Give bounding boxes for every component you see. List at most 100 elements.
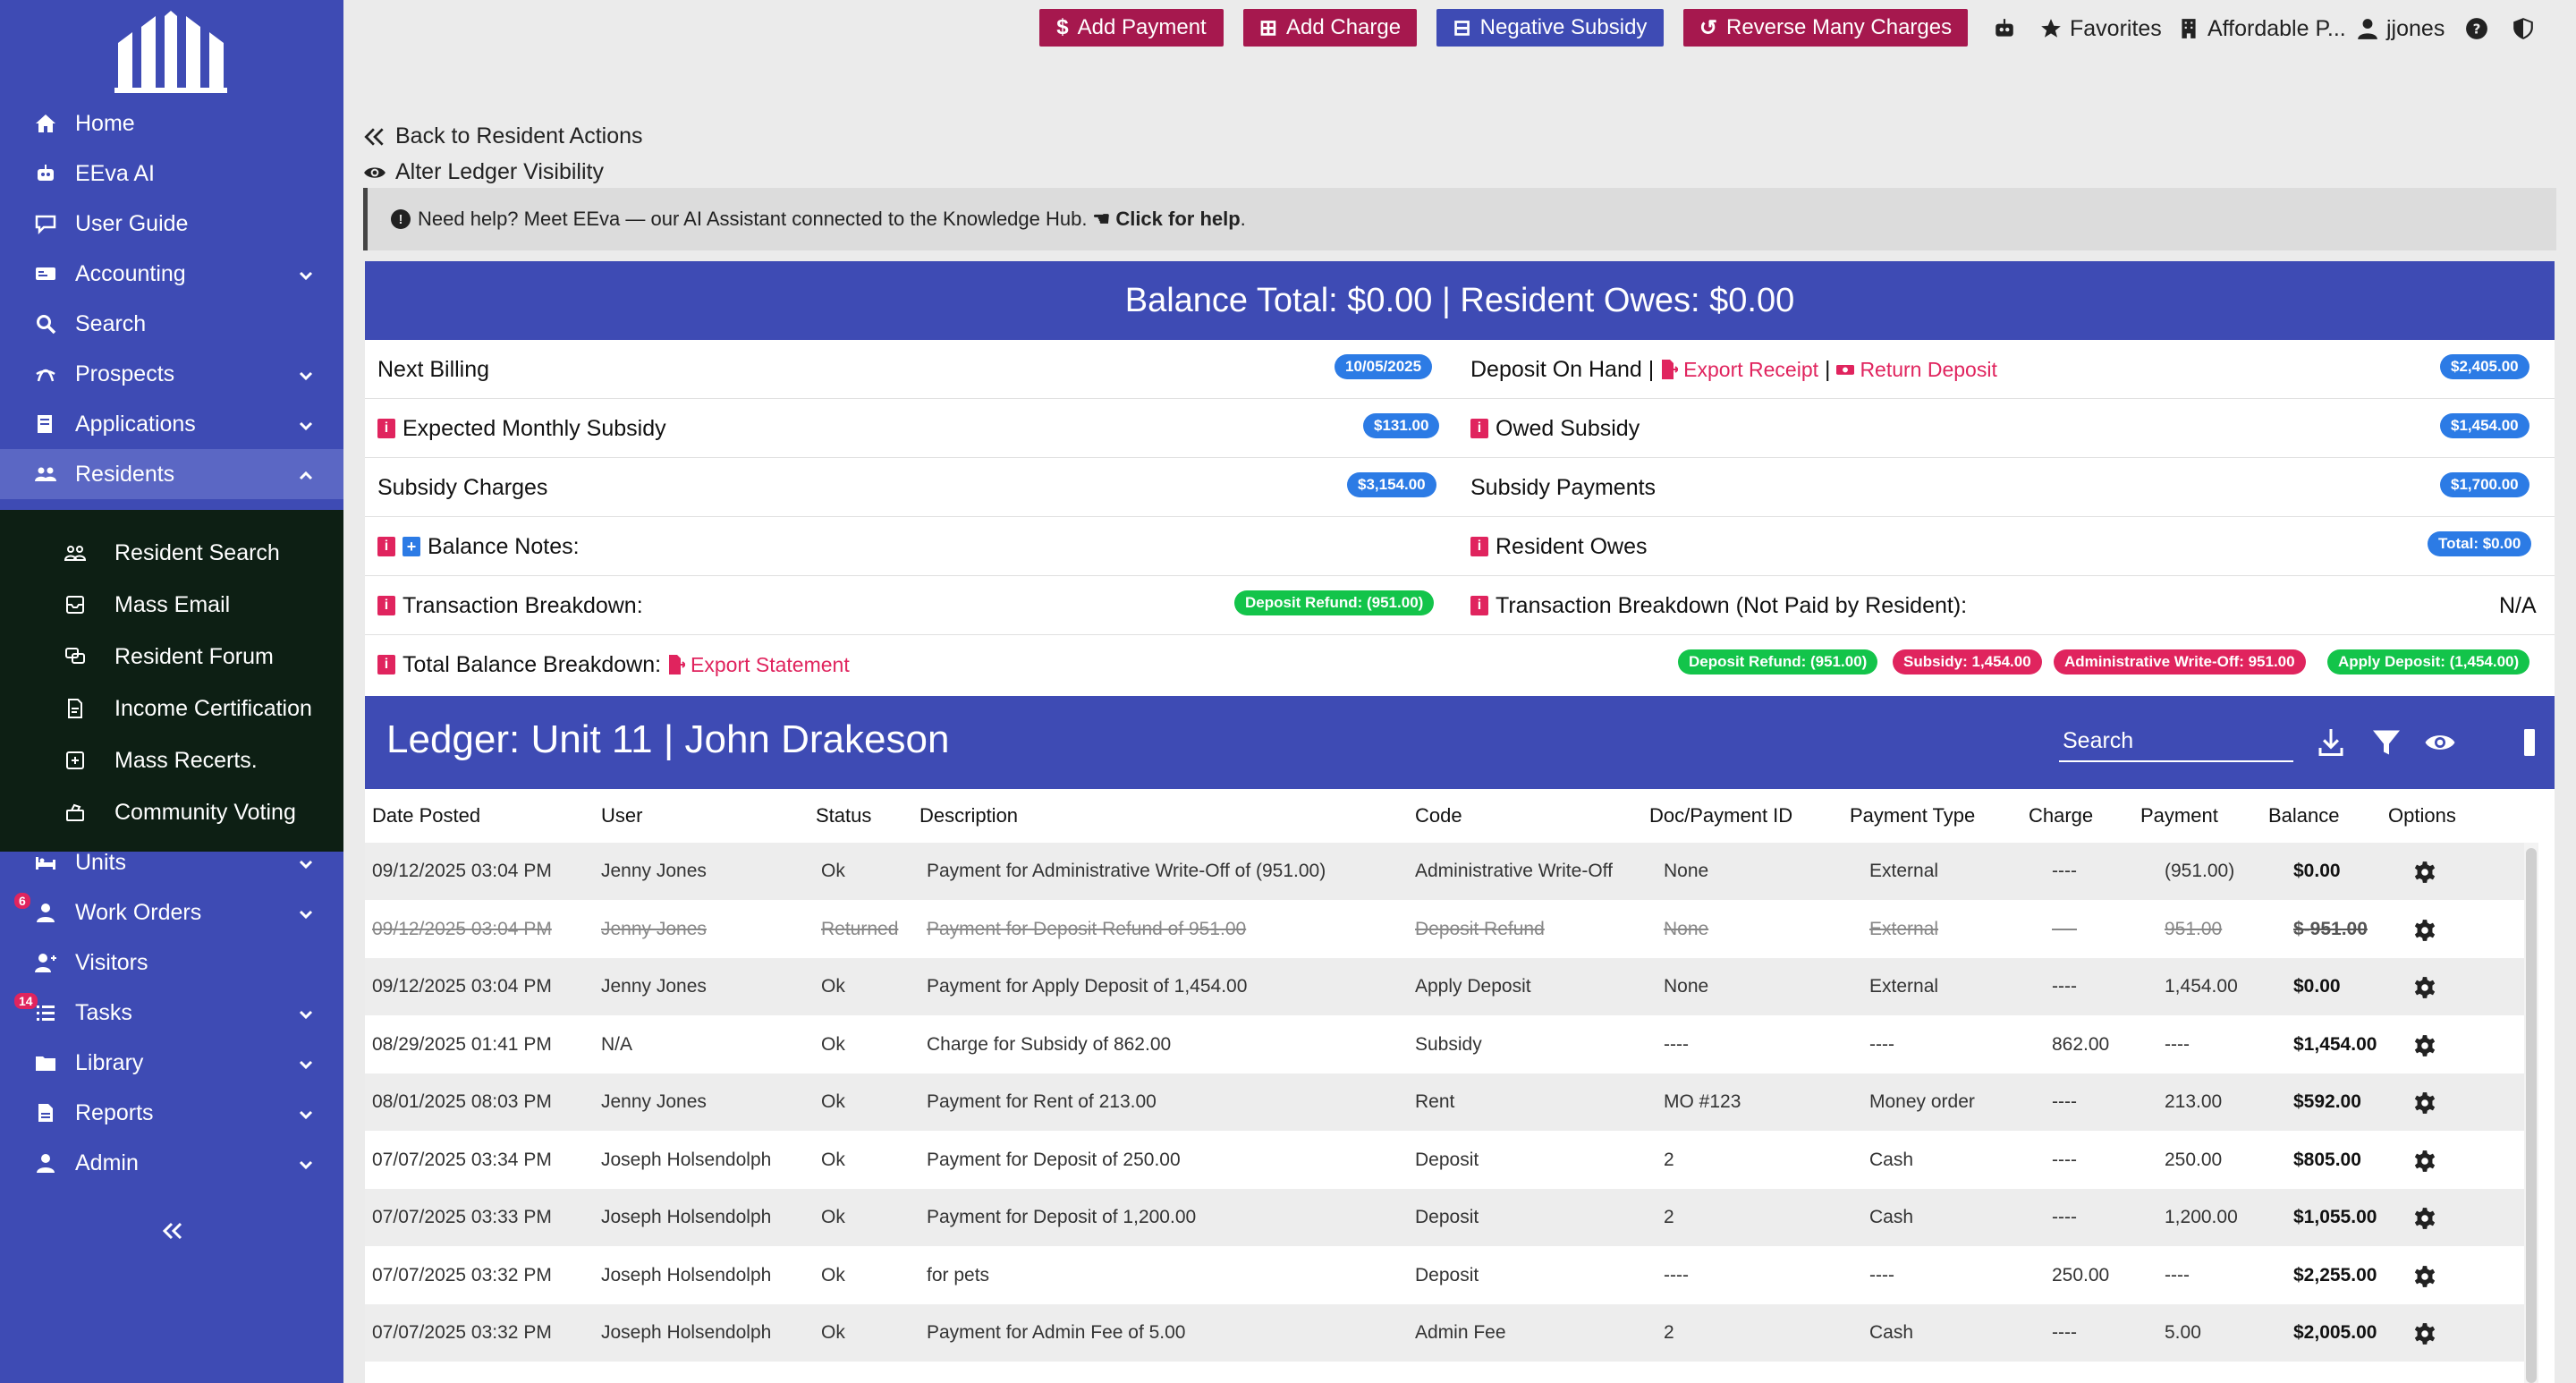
favorites-label: Favorites [2070, 15, 2162, 41]
column-header[interactable]: Date Posted [372, 804, 481, 827]
table-row[interactable]: 09/12/2025 03:04 PM Jenny Jones Ok Payment … [365, 843, 2529, 900]
double-chevron-left-icon [364, 127, 384, 146]
sidebar-item-accounting[interactable]: Accounting [0, 249, 343, 299]
negative-subsidy-button[interactable]: ⊟ Negative Subsidy [1436, 9, 1664, 47]
sidebar-item-search[interactable]: Search [0, 299, 343, 349]
back-to-resident-actions-link[interactable]: Back to Resident Actions [363, 123, 643, 149]
ledger-search-input[interactable] [2059, 721, 2293, 762]
chevron-down-icon [297, 365, 315, 383]
sidebar-item-label: Home [75, 110, 135, 136]
export-receipt-link[interactable]: Export Receipt [1660, 358, 1818, 382]
info-icon[interactable]: i [377, 537, 395, 556]
owed-subsidy-label: Owed Subsidy [1496, 415, 1640, 441]
table-scrollbar[interactable] [2524, 843, 2538, 1383]
cell-code: Deposit [1415, 1207, 1479, 1227]
add-charge-button[interactable]: ⊞ Add Charge [1243, 9, 1417, 47]
gear-icon[interactable] [2413, 976, 2436, 999]
info-icon[interactable]: i [1470, 419, 1488, 438]
info-icon[interactable]: i [377, 419, 395, 438]
reverse-many-charges-button[interactable]: ↺ Reverse Many Charges [1683, 9, 1968, 47]
user-menu[interactable]: jjones [2356, 14, 2445, 43]
submenu-item-income-certification[interactable]: Income Certification [0, 683, 343, 734]
property-selector[interactable]: Affordable P... [2177, 14, 2346, 43]
table-row[interactable]: 07/07/2025 03:33 PM Joseph Holsendolph Ok P… [365, 1189, 2529, 1246]
table-row[interactable]: 08/01/2025 08:03 PM Jenny Jones Ok Payment … [365, 1073, 2529, 1131]
brand-logo[interactable] [114, 7, 227, 93]
sidebar-item-user-guide[interactable]: User Guide [0, 199, 343, 249]
gear-icon[interactable] [2413, 861, 2436, 884]
submenu-item-label: Mass Email [114, 591, 231, 617]
sidebar-item-label: Search [75, 310, 147, 336]
table-row[interactable]: 07/07/2025 03:34 PM Joseph Holsendolph Ok P… [365, 1132, 2529, 1189]
sidebar-item-home[interactable]: Home [0, 98, 343, 148]
sidebar-item-prospects[interactable]: Prospects [0, 349, 343, 399]
sidebar-item-library[interactable]: Library [0, 1038, 343, 1088]
column-header[interactable]: Charge [2029, 804, 2094, 827]
info-icon[interactable]: i [377, 655, 395, 675]
click-for-help-link[interactable]: ☚ Click for help [1092, 208, 1240, 231]
users-icon [63, 540, 88, 565]
info-icon[interactable]: i [1470, 596, 1488, 615]
security-button[interactable] [2512, 14, 2542, 43]
table-row[interactable]: 07/07/2025 03:32 PM Joseph Holsendolph Ok f… [365, 1247, 2529, 1304]
info-icon[interactable]: i [377, 596, 395, 615]
table-row[interactable]: 08/29/2025 01:41 PM N/A Ok Charge for Subsi… [365, 1016, 2529, 1073]
next-billing-label: Next Billing [377, 356, 490, 382]
cell-user: Joseph Holsendolph [601, 1149, 772, 1170]
sidebar-item-tasks[interactable]: Tasks 14 [0, 988, 343, 1038]
info-icon[interactable]: i [1470, 537, 1488, 556]
add-payment-button[interactable]: $ Add Payment [1039, 9, 1224, 47]
sidebar-item-units[interactable]: Units [0, 837, 343, 887]
column-header[interactable]: Options [2388, 804, 2456, 827]
eeva-robot-button[interactable] [1993, 14, 2023, 43]
cell-status: Ok [821, 1207, 845, 1227]
sidebar-item-residents[interactable]: Residents [0, 449, 343, 499]
sidebar-item-admin[interactable]: Admin [0, 1138, 343, 1188]
column-header[interactable]: Description [919, 804, 1019, 827]
column-header[interactable]: Payment [2140, 804, 2218, 827]
download-icon[interactable] [2315, 726, 2347, 759]
submenu-item-resident-forum[interactable]: Resident Forum [0, 632, 343, 682]
sidebar-item-reports[interactable]: Reports [0, 1088, 343, 1138]
column-header[interactable]: User [601, 804, 643, 827]
sidebar-item-applications[interactable]: Applications [0, 399, 343, 449]
scrollbar-thumb[interactable] [2526, 848, 2537, 1383]
next-billing-value: 10/05/2025 [1335, 354, 1433, 379]
column-header[interactable]: Doc/Payment ID [1649, 804, 1793, 827]
gear-icon[interactable] [2413, 919, 2436, 942]
submenu-item-resident-search[interactable]: Resident Search [0, 528, 343, 578]
column-header[interactable]: Balance [2268, 804, 2340, 827]
column-toggle-icon[interactable] [2513, 726, 2535, 759]
help-button[interactable]: ? [2465, 14, 2496, 43]
sidebar-item-eeva-ai[interactable]: EEva AI [0, 148, 343, 199]
gear-icon[interactable] [2413, 1091, 2436, 1115]
alter-ledger-visibility-link[interactable]: Alter Ledger Visibility [363, 159, 604, 185]
cell-doc: None [1664, 918, 1709, 939]
sidebar-item-work-orders[interactable]: Work Orders 6 [0, 887, 343, 938]
collapse-sidebar-icon[interactable] [159, 1218, 186, 1245]
gear-icon[interactable] [2413, 1322, 2436, 1345]
cell-desc: Payment for Apply Deposit of 1,454.00 [927, 976, 1248, 997]
gear-icon[interactable] [2413, 1207, 2436, 1230]
submenu-item-community-voting[interactable]: Community Voting [0, 787, 343, 837]
sidebar-item-visitors[interactable]: Visitors [0, 938, 343, 988]
table-row[interactable]: 07/07/2025 03:32 PM Joseph Holsendolph Ok P… [365, 1304, 2529, 1362]
add-note-icon[interactable]: + [402, 537, 420, 556]
eye-icon[interactable] [2424, 726, 2456, 759]
return-deposit-link[interactable]: Return Deposit [1836, 358, 1997, 382]
column-header[interactable]: Payment Type [1850, 804, 1976, 827]
robot-icon [1996, 19, 2013, 37]
table-row[interactable]: 09/12/2025 03:04 PM Jenny Jones Returned Pa… [365, 901, 2529, 958]
column-header[interactable]: Status [816, 804, 872, 827]
gear-icon[interactable] [2413, 1034, 2436, 1057]
filter-icon[interactable] [2370, 726, 2402, 759]
table-row[interactable]: 09/12/2025 03:04 PM Jenny Jones Ok Payment … [365, 958, 2529, 1015]
export-statement-link[interactable]: Export Statement [667, 653, 850, 677]
gear-icon[interactable] [2413, 1265, 2436, 1288]
submenu-item-mass-email[interactable]: Mass Email [0, 580, 343, 630]
gear-icon[interactable] [2413, 1150, 2436, 1173]
submenu-item-mass-recerts[interactable]: Mass Recerts. [0, 735, 343, 785]
column-header[interactable]: Code [1415, 804, 1462, 827]
favorites-link[interactable]: Favorites [2039, 14, 2162, 43]
chevron-down-icon [297, 1154, 315, 1172]
